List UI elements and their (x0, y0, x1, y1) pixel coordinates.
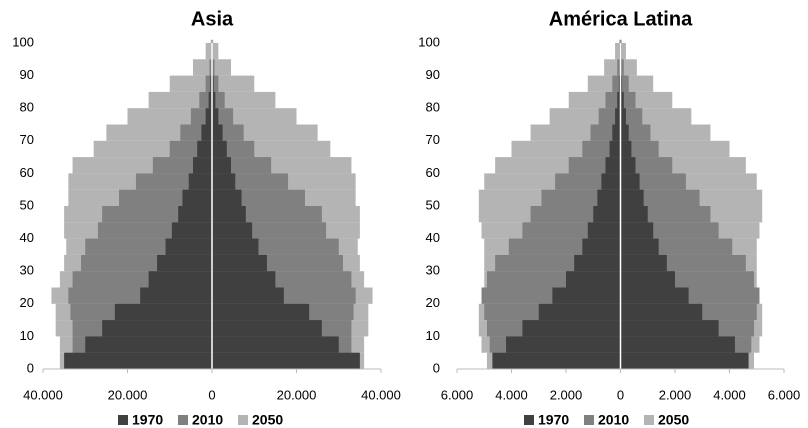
y-tick-label: 0 (433, 360, 440, 375)
y-tick-label: 70 (426, 132, 440, 147)
y-tick-label: 50 (20, 197, 34, 212)
legend-label: 2050 (252, 412, 283, 428)
legend: 1970 2010 2050 (524, 412, 689, 428)
y-tick-label: 10 (426, 328, 440, 343)
chart-title: América Latina (549, 8, 693, 30)
x-tick-label: 4.000 (495, 387, 528, 402)
legend-label: 2050 (658, 412, 689, 428)
legend-label: 2010 (192, 412, 223, 428)
y-tick-label: 60 (20, 165, 34, 180)
y-tick-label: 70 (20, 132, 34, 147)
x-tick-label: 2.000 (550, 387, 583, 402)
x-tick-label: 40.000 (361, 387, 401, 402)
y-tick-label: 20 (20, 295, 34, 310)
y-tick-label: 30 (20, 263, 34, 278)
y-tick-label: 60 (426, 165, 440, 180)
x-tick-label: 0 (208, 387, 215, 402)
legend: 1970 2010 2050 (118, 412, 283, 428)
y-tick-label: 30 (426, 263, 440, 278)
x-tick-label: 40.000 (23, 387, 63, 402)
y-tick-label: 50 (426, 197, 440, 212)
x-tick-label: 4.000 (713, 387, 746, 402)
legend-label: 1970 (538, 412, 569, 428)
y-tick-label: 20 (426, 295, 440, 310)
y-tick-label: 80 (426, 100, 440, 115)
legend-swatch (584, 415, 594, 425)
y-tick-label: 0 (27, 360, 34, 375)
legend-swatch (238, 415, 248, 425)
y-tick-label: 10 (20, 328, 34, 343)
y-tick-label: 40 (426, 230, 440, 245)
legend-swatch (178, 415, 188, 425)
x-tick-label: 20.000 (108, 387, 148, 402)
x-tick-label: 6.000 (441, 387, 474, 402)
x-tick-label: 2.000 (659, 387, 692, 402)
y-tick-label: 100 (418, 34, 440, 49)
legend-swatch (524, 415, 534, 425)
y-tick-label: 90 (426, 67, 440, 82)
x-tick-label: 6.000 (768, 387, 801, 402)
chart: América Latina 0 10 20 30 40 50 60 70 80 90 100 6.00… (418, 8, 800, 427)
y-tick-label: 90 (20, 67, 34, 82)
legend-label: 2010 (598, 412, 629, 428)
legend-swatch (118, 415, 128, 425)
x-tick-label: 0 (617, 387, 624, 402)
y-tick-label: 40 (20, 230, 34, 245)
y-tick-label: 100 (12, 34, 34, 49)
chart: Asia 0 10 20 30 40 50 60 70 80 90 100 40.000 20.000 0 2… (12, 8, 401, 427)
y-tick-label: 80 (20, 100, 34, 115)
chart-title: Asia (191, 8, 234, 30)
legend-swatch (644, 415, 654, 425)
x-tick-label: 20.000 (277, 387, 317, 402)
legend-label: 1970 (132, 412, 163, 428)
